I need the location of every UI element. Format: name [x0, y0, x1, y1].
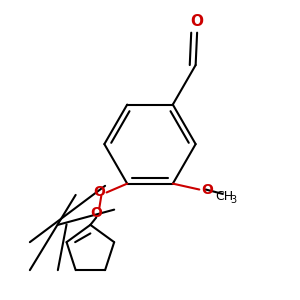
- Text: CH: CH: [215, 190, 233, 203]
- Text: O: O: [201, 182, 213, 197]
- Text: O: O: [90, 206, 102, 220]
- Text: O: O: [190, 14, 204, 29]
- Text: 3: 3: [231, 195, 237, 206]
- Text: O: O: [93, 185, 105, 200]
